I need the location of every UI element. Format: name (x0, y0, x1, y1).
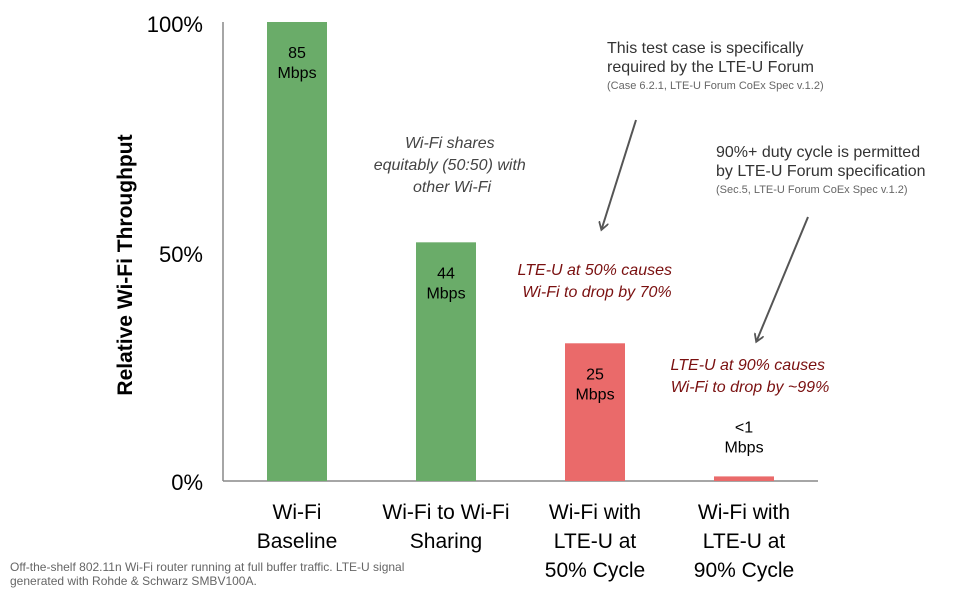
bar-value-label-1-line-1: 85 (288, 45, 306, 62)
bar-value-label-2-line-2: Mbps (426, 285, 465, 302)
duty-cycle-annotation: 90%+ duty cycle is permitted by LTE-U Fo… (716, 144, 926, 180)
bar-1 (267, 22, 327, 481)
bar-value-label-4-line-1: <1 (735, 419, 753, 436)
bar-value-label-1-line-2: Mbps (277, 65, 316, 82)
category-label-3-line-2: LTE-U at (554, 530, 637, 553)
category-label-3-line-3: 50% Cycle (545, 559, 645, 582)
bars-group (267, 22, 774, 481)
bar-4 (714, 476, 774, 481)
forum-annotation: This test case is specifically required … (607, 40, 814, 76)
bar-value-label-3-line-1: 25 (586, 366, 604, 383)
sharing-annotation: Wi-Fi shares equitably (50:50) with othe… (374, 135, 531, 196)
y-tick-label-100: 100% (147, 12, 203, 37)
duty-cycle-reference: (Sec.5, LTE-U Forum CoEx Spec v.1.2) (716, 184, 908, 196)
bar-3 (565, 343, 625, 481)
duty-cycle-arrow (757, 216, 809, 340)
lte50-annotation: LTE-U at 50% causes Wi-Fi to drop by 70% (518, 262, 677, 301)
bar-labels-group: 85 Mbps 44 Mbps 25 Mbps <1 Mbps (277, 45, 763, 456)
category-label-2-line-1: Wi-Fi to Wi-Fi (382, 501, 509, 524)
bar-value-label-2-line-1: 44 (437, 265, 455, 282)
y-tick-label-0: 0% (171, 470, 203, 495)
category-labels-group: Wi-Fi Baseline Wi-Fi to Wi-Fi Sharing Wi-Fi … (257, 501, 794, 582)
y-tick-label-50: 50% (159, 242, 203, 267)
category-label-4-line-2: LTE-U at (703, 530, 786, 553)
bar-value-label-4-line-2: Mbps (724, 439, 763, 456)
category-label-3-line-1: Wi-Fi with (549, 501, 641, 524)
forum-arrow (602, 119, 637, 228)
bar-value-label-3-line-2: Mbps (575, 386, 614, 403)
lte90-annotation: LTE-U at 90% causes Wi-Fi to drop by ~99… (671, 357, 830, 396)
bar-2 (416, 242, 476, 481)
category-label-1-line-2: Baseline (257, 530, 338, 553)
forum-reference: (Case 6.2.1, LTE-U Forum CoEx Spec v.1.2… (607, 80, 824, 92)
category-label-1-line-1: Wi-Fi (273, 501, 322, 524)
category-label-4-line-3: 90% Cycle (694, 559, 794, 582)
category-label-2-line-2: Sharing (410, 530, 482, 553)
category-label-4-line-1: Wi-Fi with (698, 501, 790, 524)
footnote: Off-the-shelf 802.11n Wi-Fi router runni… (10, 560, 408, 588)
y-axis-title: Relative Wi-Fi Throughput (114, 134, 137, 395)
